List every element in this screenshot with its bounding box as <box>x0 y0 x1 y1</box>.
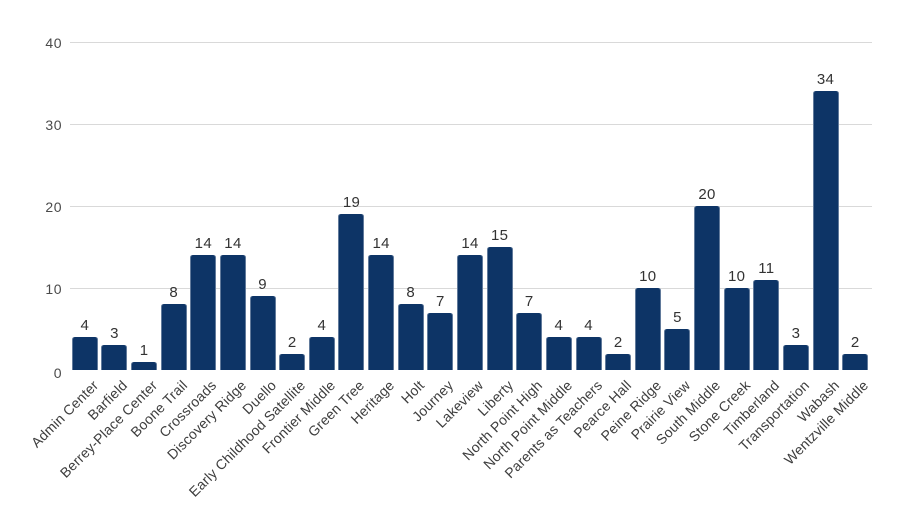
bar-value-label: 3 <box>791 325 801 342</box>
bar-discovery-ridge <box>219 255 246 370</box>
bar-value-label: 8 <box>406 284 416 301</box>
bar-value-label: 10 <box>639 268 657 285</box>
bar-boone-trail <box>160 304 187 370</box>
y-tick-label: 40 <box>45 35 62 51</box>
bar-pearce-hall <box>605 354 632 370</box>
bar-value-label: 2 <box>850 334 860 351</box>
gridline-y-20 <box>70 206 872 207</box>
bar-value-label: 2 <box>613 334 623 351</box>
bar-berrey-place-center <box>131 362 158 370</box>
bar-north-point-middle <box>545 337 572 370</box>
bar-barfield <box>101 345 128 370</box>
bar-crossroads <box>190 255 217 370</box>
bar-value-label: 14 <box>372 235 390 252</box>
bar-value-label: 4 <box>584 317 593 334</box>
bar-value-label: 4 <box>554 317 564 334</box>
bar-south-middle <box>694 206 721 370</box>
bar-holt <box>397 304 424 370</box>
bar-journey <box>427 313 454 370</box>
bar-value-label: 7 <box>524 293 534 310</box>
bar-value-label: 14 <box>224 235 242 252</box>
bar-value-label: 4 <box>317 317 327 334</box>
y-tick-label: 10 <box>45 281 62 297</box>
bar-transportation <box>782 345 809 370</box>
bar-admin-center <box>71 337 98 370</box>
bar-duello <box>249 296 276 370</box>
bar-wentzville-middle <box>842 354 869 370</box>
bar-value-label: 7 <box>436 293 445 310</box>
bar-value-label: 3 <box>110 325 119 342</box>
gridline-y-40 <box>70 42 872 43</box>
bar-timberland <box>753 280 780 370</box>
bar-value-label: 8 <box>169 284 179 301</box>
bar-value-label: 34 <box>816 71 835 88</box>
bar-value-label: 14 <box>194 235 212 252</box>
bar-value-label: 9 <box>258 276 267 293</box>
bar-stone-creek <box>723 288 750 370</box>
bar-frontier-middle <box>308 337 335 370</box>
bar-value-label: 1 <box>139 342 149 359</box>
gridline-y-30 <box>70 124 872 125</box>
bar-prairie-view <box>664 329 691 370</box>
y-tick-label: 30 <box>45 117 62 133</box>
bar-value-label: 4 <box>80 317 90 334</box>
bar-green-tree <box>338 214 365 370</box>
bar-north-point-high <box>516 313 543 370</box>
bar-liberty <box>486 247 513 370</box>
bar-value-label: 5 <box>673 309 682 326</box>
bar-peine-ridge <box>634 288 661 370</box>
bar-wabash <box>812 91 839 370</box>
bar-value-label: 2 <box>287 334 297 351</box>
bar-value-label: 14 <box>461 235 479 252</box>
bar-value-label: 10 <box>728 268 746 285</box>
bar-parents-as-teachers <box>575 337 602 370</box>
y-tick-label: 0 <box>53 365 62 381</box>
bar-lakeview <box>457 255 483 370</box>
bar-value-label: 19 <box>342 194 361 211</box>
bar-heritage <box>368 255 395 370</box>
bar-value-label: 11 <box>758 260 775 277</box>
bar-early-childhood-satellite <box>279 354 306 370</box>
y-tick-label: 20 <box>45 199 62 215</box>
bar-value-label: 20 <box>698 186 716 203</box>
bar-value-label: 15 <box>490 227 509 244</box>
